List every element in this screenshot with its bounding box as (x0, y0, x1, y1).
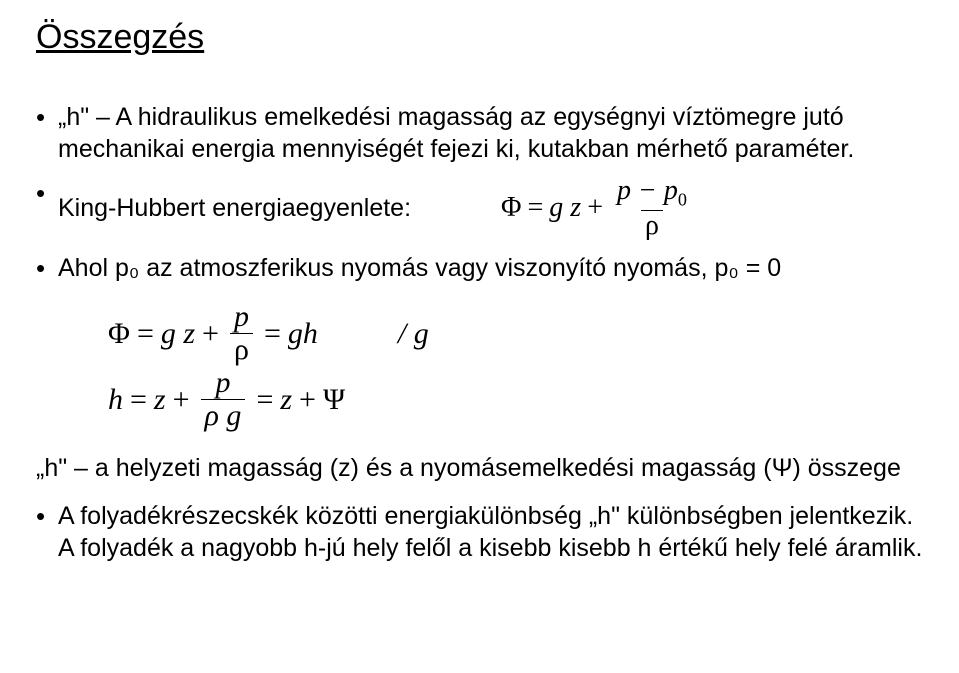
bullet-3-text: Ahol p₀ az atmoszferikus nyomás vagy vis… (58, 254, 781, 282)
plus-sign: + (587, 190, 603, 226)
slide-title: Összegzés (36, 18, 923, 57)
formula-line-2: h = z + p ρ g = z + Ψ (108, 374, 923, 426)
fraction-num: p − p0 (613, 177, 691, 210)
bullet-item-2: King-Hubbert energiaegyenlete: Φ = g z +… (36, 177, 923, 240)
formula-line-1: Φ = g z + p ρ = gh / g (108, 308, 923, 360)
bullet-item-4: A folyadékrészecskék közötti energiakülö… (36, 500, 923, 564)
eq-sign: = (527, 190, 543, 226)
bullet-2-label: King-Hubbert energiaegyenlete: (58, 192, 411, 224)
bullet-item-3: Ahol p₀ az atmoszferikus nyomás vagy vis… (36, 252, 923, 284)
eq-sign: = (130, 383, 147, 417)
num-text: p − p (617, 175, 678, 206)
fraction-num: p (211, 368, 234, 399)
term-over-g: / g (398, 317, 429, 351)
fraction-den: ρ (230, 333, 253, 365)
eq-sign: = (137, 317, 154, 351)
fraction-num: p (230, 302, 253, 333)
term-z: z (280, 383, 292, 417)
bullet-list-bottom: A folyadékrészecskék közötti energiakülö… (36, 500, 923, 564)
slide-page: Összegzés „h" – A hidraulikus emelkedési… (0, 0, 959, 596)
symbol-phi: Φ (501, 190, 521, 226)
text-h-definition: „h" – a helyzeti magasság (z) és a nyomá… (36, 452, 923, 485)
fraction-p-rhog: p ρ g (201, 368, 246, 431)
term-gz: g z (549, 190, 581, 226)
term-z: z (154, 383, 166, 417)
term-gz: g z (161, 317, 195, 351)
plus-sign: + (299, 383, 316, 417)
eq-sign: = (264, 317, 281, 351)
plus-sign: + (202, 317, 219, 351)
eq-king-hubbert: Φ = g z + p − p0 ρ (501, 177, 695, 240)
fraction-den: ρ g (201, 399, 246, 431)
num-sub: 0 (678, 190, 687, 210)
bullet-list: „h" – A hidraulikus emelkedési magasság … (36, 101, 923, 284)
formula-block: Φ = g z + p ρ = gh / g h = z + p ρ g = z… (108, 308, 923, 426)
fraction-den: ρ (641, 210, 663, 240)
symbol-h: h (108, 383, 123, 417)
fraction-p-p0-rho: p − p0 ρ (613, 177, 691, 240)
bullet-item-1: „h" – A hidraulikus emelkedési magasság … (36, 101, 923, 165)
eq-sign: = (256, 383, 273, 417)
fraction-p-rho: p ρ (230, 302, 253, 365)
term-gh: gh (288, 317, 318, 351)
symbol-psi: Ψ (323, 383, 345, 417)
bullet-4-text: A folyadékrészecskék közötti energiakülö… (58, 502, 922, 562)
symbol-phi: Φ (108, 317, 130, 351)
plus-sign: + (173, 383, 190, 417)
bullet-1-text: „h" – A hidraulikus emelkedési magasság … (58, 103, 854, 163)
